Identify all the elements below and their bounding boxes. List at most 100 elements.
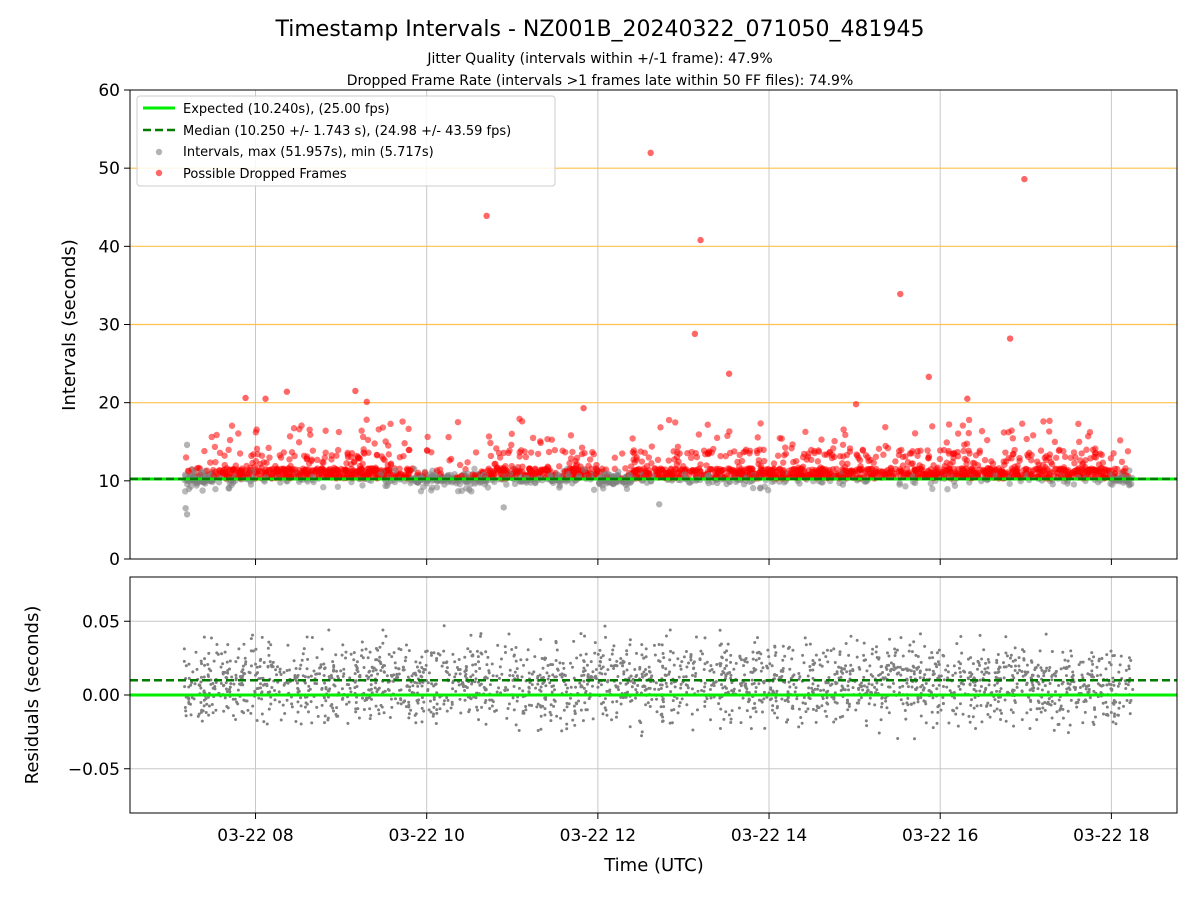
- residual-point: [268, 660, 272, 664]
- residual-point: [1063, 658, 1067, 662]
- residual-point: [1050, 716, 1054, 720]
- residual-point: [709, 664, 713, 668]
- residual-point: [255, 718, 259, 722]
- residual-point: [916, 700, 920, 704]
- residual-point: [224, 676, 228, 680]
- residual-point: [226, 671, 230, 675]
- residual-point: [757, 650, 761, 654]
- residual-point: [1105, 683, 1109, 687]
- residual-point: [865, 669, 869, 673]
- residual-point: [914, 653, 918, 657]
- dropped-frame-outlier: [262, 395, 269, 402]
- residual-point: [862, 641, 866, 645]
- residual-point: [615, 700, 619, 704]
- dropped-frame-point: [399, 418, 406, 425]
- residual-point: [654, 681, 658, 685]
- residual-point: [1109, 683, 1113, 687]
- residual-point: [543, 707, 547, 711]
- interval-point: [944, 486, 951, 493]
- residual-point: [1093, 715, 1097, 719]
- residual-point: [759, 699, 763, 703]
- dropped-frame-point: [232, 462, 240, 469]
- dropped-frame-point: [891, 470, 898, 477]
- residual-point: [366, 656, 370, 660]
- residual-point: [269, 702, 273, 706]
- residual-point: [979, 685, 983, 689]
- residual-point: [986, 701, 990, 705]
- residual-point: [780, 697, 784, 701]
- residual-point: [534, 686, 538, 690]
- dropped-frame-point: [648, 460, 655, 467]
- residual-point: [730, 709, 734, 713]
- residual-point: [1020, 690, 1024, 694]
- residual-point: [515, 699, 519, 703]
- residual-point: [1127, 664, 1131, 668]
- residual-point: [659, 687, 663, 691]
- dropped-frame-point: [790, 466, 797, 473]
- residual-point: [768, 662, 772, 666]
- residual-point: [1090, 651, 1094, 655]
- dropped-frame-point: [371, 440, 378, 447]
- residual-point: [231, 697, 235, 701]
- residual-point: [353, 672, 357, 676]
- residual-point: [554, 639, 558, 643]
- residual-point: [243, 662, 247, 666]
- residual-point: [497, 676, 501, 680]
- residual-point: [303, 681, 307, 685]
- residual-point: [1087, 657, 1091, 661]
- dropped-frame-point: [235, 430, 242, 437]
- residual-point: [298, 667, 302, 671]
- residual-point: [1037, 700, 1041, 704]
- residual-point: [224, 681, 228, 685]
- residual-point: [725, 658, 729, 662]
- residual-point: [296, 687, 300, 691]
- residual-point: [648, 705, 652, 709]
- residual-point: [1109, 710, 1113, 714]
- residual-point: [628, 643, 632, 647]
- residual-point: [760, 710, 764, 714]
- residual-point: [771, 708, 775, 712]
- residual-point: [953, 696, 957, 700]
- dropped-frame-point: [1023, 465, 1030, 473]
- residual-point: [891, 682, 895, 686]
- dropped-frame-point: [1078, 450, 1085, 457]
- residual-point: [579, 708, 583, 712]
- residual-point: [1066, 731, 1070, 735]
- residual-point: [202, 690, 206, 694]
- residual-point: [1066, 659, 1070, 663]
- residual-point: [236, 656, 240, 660]
- residual-point: [640, 675, 644, 679]
- residual-point: [727, 671, 731, 675]
- dropped-frame-point: [978, 427, 986, 435]
- residual-point: [701, 652, 705, 656]
- residual-point: [925, 668, 929, 672]
- residual-point: [446, 698, 450, 702]
- residual-point: [1011, 674, 1015, 678]
- dropped-frame-point: [286, 433, 294, 440]
- dropped-frame-point: [788, 445, 795, 452]
- residual-point: [904, 667, 908, 671]
- dropped-frame-point: [1028, 457, 1035, 464]
- residual-point: [619, 661, 623, 665]
- residual-point: [625, 652, 629, 656]
- dropped-frame-point: [1014, 468, 1021, 475]
- residual-point: [718, 628, 722, 632]
- residual-point: [771, 704, 775, 708]
- residual-point: [571, 718, 575, 722]
- dropped-frame-point: [551, 446, 559, 454]
- residual-point: [887, 711, 891, 715]
- residual-point: [808, 665, 812, 669]
- legend: Expected (10.240s), (25.00 fps) Median (…: [136, 95, 556, 187]
- residual-point: [1127, 656, 1131, 660]
- residual-point: [515, 674, 519, 678]
- residual-point: [403, 659, 407, 663]
- residual-point: [1043, 684, 1047, 688]
- dropped-frame-point: [401, 440, 408, 447]
- dropped-frame-point: [567, 432, 575, 439]
- residual-point: [1032, 686, 1036, 690]
- residual-point: [677, 704, 681, 708]
- dropped-frame-point: [645, 454, 653, 461]
- residual-point: [514, 645, 518, 649]
- residual-point: [469, 633, 473, 637]
- residual-point: [530, 683, 534, 687]
